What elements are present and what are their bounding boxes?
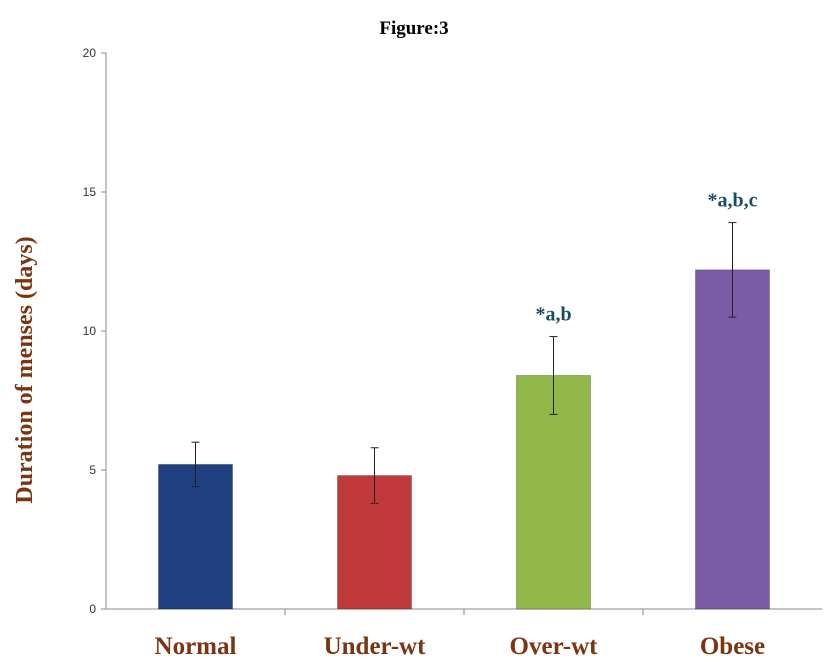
y-axis-title: Duration of menses (days) bbox=[12, 236, 38, 503]
x-tick-label: Over-wt bbox=[510, 633, 599, 660]
y-tick-label: 20 bbox=[83, 46, 97, 60]
bar bbox=[158, 463, 233, 610]
x-tick-label: Obese bbox=[700, 633, 765, 660]
chart-error-bars bbox=[191, 222, 737, 504]
significance-annotation: *a,b bbox=[535, 304, 571, 326]
bar bbox=[695, 269, 770, 610]
figure-title: Figure:3 bbox=[379, 18, 448, 39]
y-tick-label: 10 bbox=[83, 324, 97, 338]
chart-labels: Normal Under-wt Over-wt *a,b Obese *a,b,c bbox=[155, 190, 766, 660]
y-tick-label: 0 bbox=[89, 602, 96, 616]
x-tick-label: Under-wt bbox=[324, 633, 427, 660]
x-tick-label: Normal bbox=[155, 633, 237, 660]
chart-bars bbox=[158, 269, 770, 610]
y-tick-label: 5 bbox=[89, 463, 96, 477]
significance-annotation: *a,b,c bbox=[708, 190, 758, 212]
y-tick-label: 15 bbox=[83, 185, 97, 199]
